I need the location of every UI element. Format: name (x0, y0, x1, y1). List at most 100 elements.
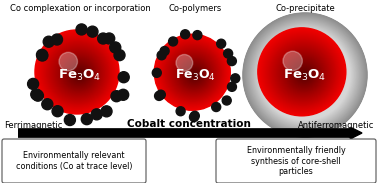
FancyArrow shape (350, 128, 362, 138)
Circle shape (189, 69, 200, 80)
Circle shape (70, 65, 88, 84)
Text: Co complexation or incorporation: Co complexation or incorporation (9, 4, 150, 13)
Circle shape (231, 74, 240, 83)
Circle shape (171, 51, 215, 96)
Circle shape (40, 35, 114, 109)
Circle shape (43, 38, 112, 107)
Circle shape (56, 51, 101, 96)
Circle shape (253, 23, 357, 127)
Text: Environmentally friendly
synthesis of core-shell
particles: Environmentally friendly synthesis of co… (246, 146, 345, 176)
Circle shape (256, 26, 355, 124)
Circle shape (37, 32, 118, 112)
Circle shape (186, 66, 203, 83)
Circle shape (273, 43, 333, 103)
Circle shape (287, 57, 321, 91)
Text: Cobalt concentration: Cobalt concentration (127, 119, 251, 129)
FancyBboxPatch shape (216, 139, 376, 183)
Circle shape (60, 55, 97, 92)
Circle shape (289, 59, 319, 89)
Circle shape (38, 33, 117, 112)
Circle shape (187, 68, 201, 81)
Circle shape (246, 17, 363, 133)
Circle shape (169, 49, 218, 98)
Circle shape (51, 46, 105, 100)
Circle shape (165, 45, 221, 101)
Circle shape (41, 36, 113, 109)
Circle shape (39, 33, 116, 111)
Circle shape (256, 26, 354, 124)
Circle shape (77, 72, 82, 77)
Circle shape (155, 92, 164, 100)
Circle shape (255, 25, 355, 125)
Circle shape (256, 26, 354, 124)
Circle shape (250, 20, 360, 130)
Circle shape (298, 68, 311, 81)
Circle shape (178, 58, 210, 90)
Circle shape (248, 18, 362, 132)
Circle shape (163, 42, 223, 103)
Circle shape (48, 43, 108, 103)
Circle shape (158, 38, 228, 107)
Circle shape (248, 18, 362, 132)
Circle shape (101, 106, 112, 117)
Circle shape (259, 29, 351, 121)
Text: Ferrimagnetic: Ferrimagnetic (4, 120, 62, 130)
Circle shape (154, 34, 230, 110)
Circle shape (69, 64, 89, 84)
Text: Fe$_3$O$_4$: Fe$_3$O$_4$ (59, 68, 102, 83)
Circle shape (252, 22, 358, 128)
Circle shape (170, 51, 216, 96)
Circle shape (258, 28, 352, 122)
Circle shape (296, 66, 313, 83)
Circle shape (259, 29, 345, 115)
Circle shape (179, 59, 209, 89)
Circle shape (50, 44, 107, 102)
Circle shape (33, 90, 43, 101)
Circle shape (255, 25, 355, 125)
Circle shape (261, 31, 343, 113)
Circle shape (254, 24, 356, 126)
Circle shape (37, 50, 48, 61)
Circle shape (300, 70, 309, 79)
Circle shape (294, 65, 314, 84)
Circle shape (182, 62, 206, 86)
Circle shape (222, 96, 231, 105)
Circle shape (157, 51, 166, 60)
Circle shape (281, 51, 325, 95)
Circle shape (288, 58, 320, 90)
Circle shape (79, 74, 81, 76)
Circle shape (160, 46, 169, 55)
Circle shape (279, 48, 328, 98)
Circle shape (37, 49, 48, 60)
Circle shape (246, 16, 364, 134)
Circle shape (191, 71, 198, 79)
Circle shape (76, 24, 87, 35)
Text: Co-precipitate: Co-precipitate (275, 4, 335, 13)
Circle shape (57, 53, 99, 94)
Circle shape (59, 52, 77, 71)
Circle shape (189, 68, 201, 81)
Circle shape (249, 19, 361, 131)
Circle shape (162, 42, 224, 104)
Circle shape (259, 29, 352, 121)
Circle shape (180, 60, 208, 88)
Circle shape (156, 90, 165, 99)
Circle shape (301, 71, 308, 78)
Circle shape (68, 63, 90, 85)
Circle shape (184, 64, 205, 85)
Circle shape (280, 51, 326, 96)
Circle shape (65, 60, 93, 88)
Circle shape (224, 49, 232, 58)
Circle shape (160, 40, 225, 105)
Circle shape (152, 68, 161, 77)
Circle shape (246, 16, 364, 134)
Circle shape (302, 72, 307, 77)
Circle shape (76, 71, 83, 78)
Circle shape (296, 66, 312, 82)
Circle shape (36, 31, 118, 113)
Circle shape (212, 102, 221, 111)
Circle shape (67, 61, 92, 87)
Circle shape (257, 27, 353, 123)
Circle shape (260, 29, 350, 120)
Circle shape (217, 39, 226, 48)
